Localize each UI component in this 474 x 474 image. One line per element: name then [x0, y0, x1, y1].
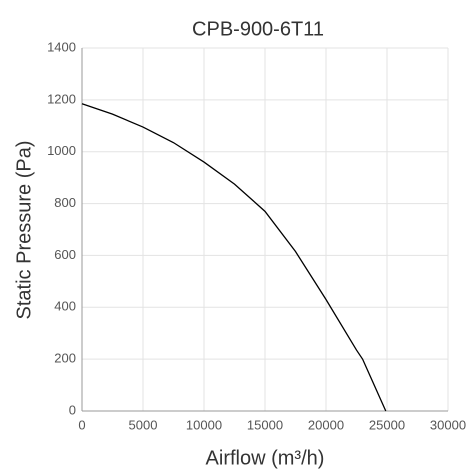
- y-axis-label: Static Pressure (Pa): [13, 141, 35, 320]
- x-tick-label: 15000: [247, 417, 283, 432]
- y-tick-label: 1200: [47, 91, 76, 106]
- data-line: [81, 103, 387, 412]
- x-tick-label: 10000: [186, 417, 222, 432]
- x-axis-label: Airflow (m³/h): [206, 447, 325, 469]
- x-tick-label: 20000: [308, 417, 344, 432]
- y-tick-label: 1000: [47, 143, 76, 158]
- x-tick-label: 30000: [430, 417, 466, 432]
- y-tick-label: 200: [54, 351, 76, 366]
- y-tick-label: 800: [54, 195, 76, 210]
- y-tick-label: 0: [69, 402, 76, 417]
- y-tick-label: 1400: [47, 39, 76, 54]
- x-tick-label: 5000: [129, 417, 158, 432]
- x-tick-label: 25000: [369, 417, 405, 432]
- y-tick-label: 400: [54, 299, 76, 314]
- x-tick-label: 0: [78, 417, 85, 432]
- chart-title: CPB-900-6T11: [192, 18, 324, 40]
- y-tick-label: 600: [54, 247, 76, 262]
